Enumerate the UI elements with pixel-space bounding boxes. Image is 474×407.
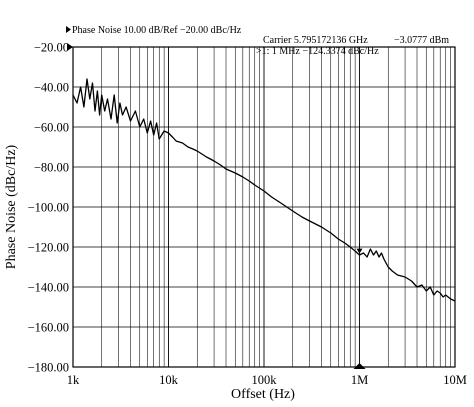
y-axis-title: Phase Noise (dBc/Hz) — [4, 144, 19, 269]
marker-arrow-icon — [356, 248, 363, 254]
x-tick-label: 10M — [443, 373, 467, 387]
series-layer — [72, 78, 456, 302]
marker-axis-triangle-icon — [353, 363, 366, 369]
header-scale-text: Phase Noise 10.00 dB/Ref −20.00 dBc/Hz — [72, 25, 242, 36]
marker-layer — [353, 243, 366, 369]
y-tick-label: −120.00 — [28, 241, 69, 255]
y-tick-label: −60.00 — [34, 121, 69, 135]
plot-border — [72, 46, 456, 368]
header-marker-text: >1: 1 MHz −124.3374 dBc/Hz — [256, 46, 379, 57]
header-carrier-power: −3.0777 dBm — [394, 35, 449, 46]
y-tick-label: −140.00 — [28, 281, 69, 295]
y-tick-label: −160.00 — [28, 321, 69, 335]
x-tick-label: 1M — [351, 373, 368, 387]
grid-lines — [72, 46, 455, 368]
tick-labels: −20.00 −40.00 −60.00 −80.00 −100.00 −120.00 −1… — [28, 41, 467, 388]
x-tick-label: 100k — [252, 373, 278, 387]
x-axis-title: Offset (Hz) — [231, 387, 295, 402]
y-tick-label: −20.00 — [34, 41, 69, 55]
ref-level-arrow-icon — [67, 43, 73, 51]
y-tick-label: −100.00 — [28, 201, 69, 215]
y-tick-label: −40.00 — [34, 81, 69, 95]
y-tick-label: −80.00 — [34, 161, 69, 175]
x-tick-label: 1k — [67, 373, 80, 387]
series-line — [72, 78, 456, 302]
ref-arrow-icon — [66, 26, 71, 33]
header-carrier-label: Carrier 5.795172136 GHz — [263, 35, 368, 46]
x-tick-label: 10k — [159, 373, 179, 387]
y-tick-label: −180.00 — [28, 361, 69, 375]
